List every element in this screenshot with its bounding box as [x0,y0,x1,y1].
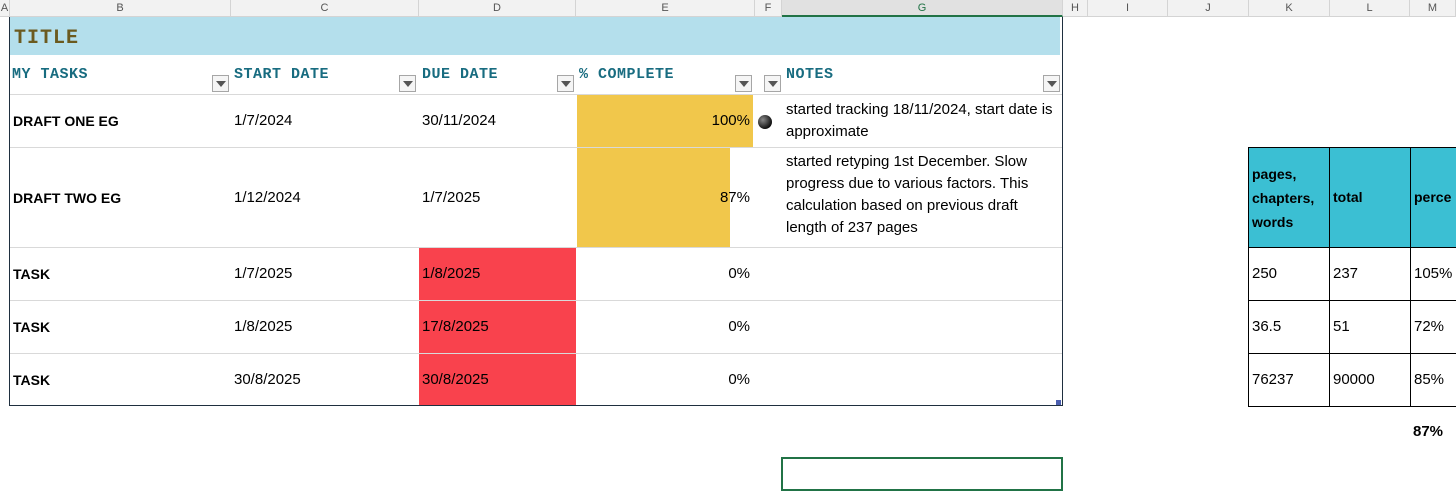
row-divider [10,300,1062,301]
due-date[interactable]: 17/8/2025 [422,318,489,335]
side-header-total: total [1333,189,1363,205]
table-resize-handle[interactable] [1056,400,1061,405]
column-header-D[interactable]: D [419,0,576,17]
start-date[interactable]: 30/8/2025 [234,371,301,388]
column-letter: L [1366,2,1373,14]
due-date[interactable]: 30/8/2025 [422,371,489,388]
filter-dropdown-icon[interactable] [557,75,574,92]
progress-bar [577,95,753,147]
percent-complete[interactable]: 100% [711,112,750,129]
header-notes[interactable]: NOTES [786,66,834,83]
column-letter: B [116,2,124,14]
column-header-K[interactable]: K [1249,0,1330,17]
filter-dropdown-icon[interactable] [399,75,416,92]
column-letter: D [493,2,501,14]
header-percent-complete[interactable]: % COMPLETE [579,66,675,83]
task-name[interactable]: TASK [13,266,51,282]
side-cell[interactable]: 76237 [1248,353,1330,407]
start-date[interactable]: 1/8/2025 [234,318,293,335]
due-date[interactable]: 30/11/2024 [422,112,496,129]
side-cell[interactable]: 36.5 [1248,300,1330,354]
column-header-M[interactable]: M [1410,0,1456,17]
header-due-date[interactable]: DUE DATE [422,66,499,83]
filter-dropdown-icon[interactable] [1043,75,1060,92]
progress-bar [577,148,730,247]
table-title[interactable]: TITLE [14,27,80,50]
task-name[interactable]: DRAFT TWO EG [13,190,122,206]
column-letter: J [1205,2,1211,14]
side-cell[interactable]: 85% [1410,353,1456,407]
task-notes[interactable]: started retyping 1st December. Slow prog… [786,153,1029,236]
task-name[interactable]: TASK [13,372,51,388]
column-letter: H [1071,2,1079,14]
column-letter: E [661,2,669,14]
percent-complete[interactable]: 0% [728,371,750,388]
side-header-cell[interactable]: total [1329,147,1411,248]
start-date[interactable]: 1/7/2024 [234,112,293,129]
side-header-percent: perce [1414,189,1452,205]
side-cell[interactable]: 237 [1329,247,1411,301]
column-header-F[interactable]: F [755,0,782,17]
column-letter: A [0,2,9,14]
task-notes[interactable]: started tracking 18/11/2024, start date … [786,101,1053,140]
side-cell[interactable]: 72% [1410,300,1456,354]
column-header-I[interactable]: I [1088,0,1168,17]
column-header-H[interactable]: H [1063,0,1088,17]
column-header-B[interactable]: B [10,0,231,17]
column-letter: C [320,2,329,14]
status-dot-icon [758,115,772,129]
side-header-pages: pages, chapters, words [1252,166,1315,230]
side-cell[interactable]: 90000 [1329,353,1411,407]
due-date[interactable]: 1/7/2025 [422,189,481,206]
title-band [10,17,1060,55]
column-header-A[interactable]: A [0,0,10,17]
side-cell[interactable]: 105% [1410,247,1456,301]
filter-dropdown-icon[interactable] [735,75,752,92]
header-my-tasks[interactable]: MY TASKS [12,66,89,83]
column-letter: F [764,2,772,14]
column-header-E[interactable]: E [576,0,755,17]
overdue-highlight [419,354,576,405]
start-date[interactable]: 1/7/2025 [234,265,293,282]
row-divider [10,94,1062,95]
side-header-cell[interactable]: pages, chapters, words [1248,147,1330,248]
column-letter: I [1125,2,1130,14]
column-header-L[interactable]: L [1330,0,1410,17]
overdue-highlight [419,248,576,300]
side-header-cell[interactable]: perce [1410,147,1456,248]
side-cell[interactable]: 51 [1329,300,1411,354]
column-header-bar [0,0,1456,17]
column-letter: K [1285,2,1293,14]
percent-complete[interactable]: 0% [728,265,750,282]
column-header-C[interactable]: C [231,0,419,17]
percent-complete[interactable]: 87% [719,189,750,206]
row-divider [10,147,1062,148]
task-name[interactable]: DRAFT ONE EG [13,113,119,129]
due-date[interactable]: 1/8/2025 [422,265,481,282]
task-name[interactable]: TASK [13,319,51,335]
row-divider [10,353,1062,354]
side-cell[interactable]: 250 [1248,247,1330,301]
row-divider [10,247,1062,248]
filter-dropdown-icon[interactable] [212,75,229,92]
header-start-date[interactable]: START DATE [234,66,330,83]
filter-dropdown-icon[interactable] [764,75,781,92]
column-letter: M [1427,2,1438,14]
selected-cell[interactable] [781,457,1063,491]
column-letter: G [917,2,927,14]
overdue-highlight [419,301,576,353]
start-date[interactable]: 1/12/2024 [234,189,301,206]
percent-complete[interactable]: 0% [728,318,750,335]
column-header-G[interactable]: G [782,0,1063,17]
average-percent[interactable]: 87% [1413,423,1444,440]
column-header-J[interactable]: J [1168,0,1249,17]
